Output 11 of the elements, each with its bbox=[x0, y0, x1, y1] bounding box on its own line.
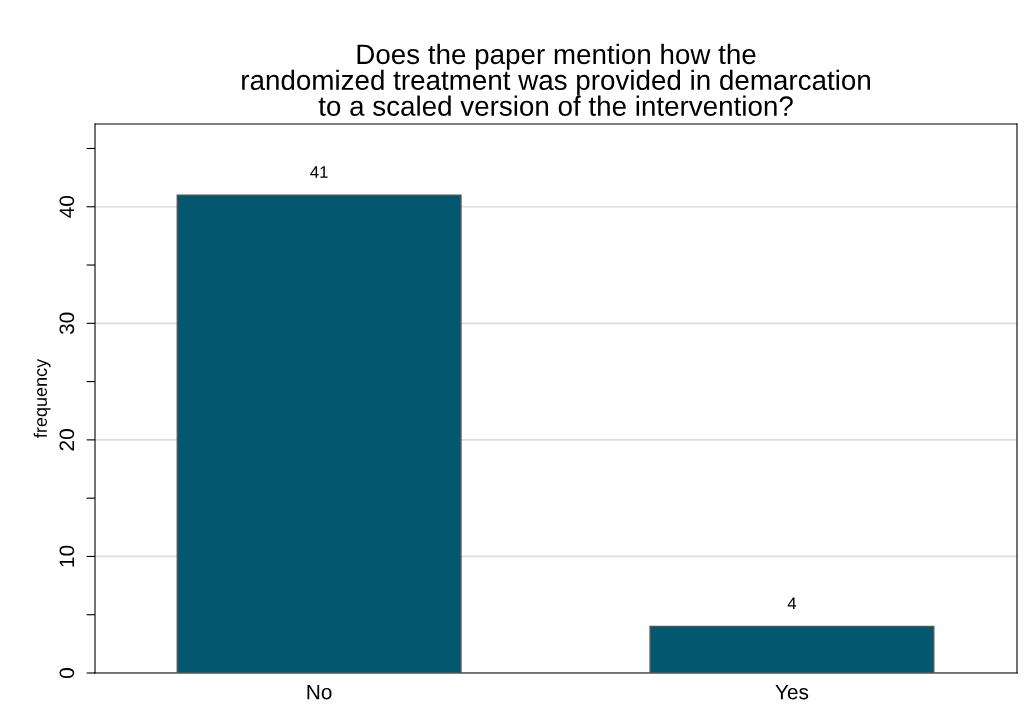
x-tick-label: No bbox=[307, 684, 332, 700]
y-axis-title: frequency bbox=[33, 358, 51, 438]
data-label: 41 bbox=[310, 166, 328, 178]
y-tick-label: 40 bbox=[59, 195, 75, 218]
y-tick-label: 0 bbox=[59, 668, 75, 678]
chart-title: Does the paper mention how the randomized treatment was provided in demarcation to a scaled version of the intervention? bbox=[242, 43, 870, 116]
y-tick-label: 20 bbox=[59, 429, 75, 451]
x-tick-label: Yes bbox=[775, 684, 809, 700]
data-label: 4 bbox=[787, 597, 797, 610]
y-tick-label: 10 bbox=[59, 545, 75, 567]
y-tick-label: 30 bbox=[59, 312, 75, 335]
